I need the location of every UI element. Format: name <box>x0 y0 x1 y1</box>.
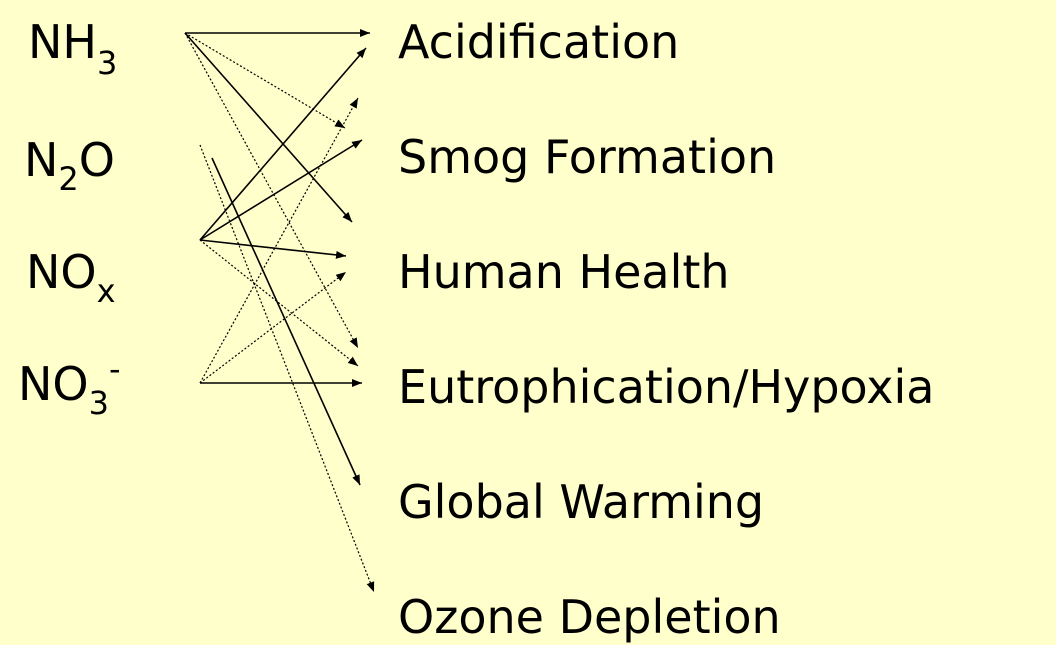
source-label: NH3 <box>28 15 117 82</box>
arrow <box>184 32 353 223</box>
arrow <box>199 139 363 241</box>
effect-label: Eutrophication/Hypoxia <box>398 360 934 414</box>
effects: Acidification Smog Formation Human Healt… <box>398 15 934 644</box>
effect-label: Acidification <box>398 15 679 69</box>
arrow <box>184 32 346 129</box>
arrow <box>199 47 367 241</box>
effect-label: Ozone Depletion <box>398 590 781 644</box>
source-label: NOx <box>26 245 116 310</box>
effect-label: Human Health <box>398 245 730 299</box>
arrow <box>199 271 347 384</box>
source-label: N2O <box>24 133 115 198</box>
arrow <box>211 157 361 486</box>
effect-label: Global Warming <box>398 475 764 529</box>
sources: NH3 N2O NOx NO3- <box>18 15 121 422</box>
source-label: NO3- <box>18 350 121 422</box>
arrows <box>184 29 375 593</box>
effect-label: Smog Formation <box>398 130 776 184</box>
arrow <box>199 239 347 259</box>
arrow <box>199 239 359 367</box>
